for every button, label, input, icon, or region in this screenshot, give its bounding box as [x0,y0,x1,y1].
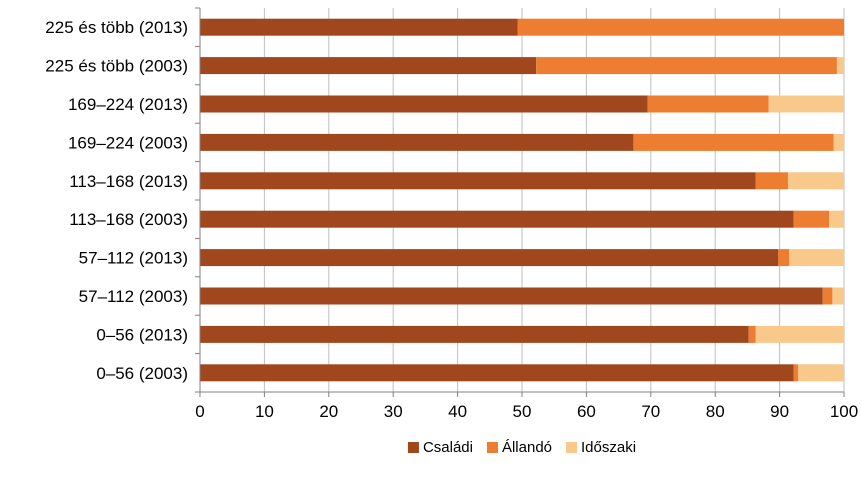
x-tick-label: 0 [195,402,204,421]
bar-segment [200,325,749,343]
legend-label: Családi [423,439,473,456]
bar-segment [793,210,830,228]
bar-segment [832,287,844,305]
x-tick-label: 40 [448,402,467,421]
bar-segment [789,249,844,267]
bar-segment [768,95,844,113]
bar-segment [748,325,756,343]
bar-segment [787,172,844,190]
x-tick-label: 100 [830,402,858,421]
x-tick-label: 10 [255,402,274,421]
x-tick-label: 50 [513,402,532,421]
bar-segment [200,364,794,382]
category-label: 57–112 (2013) [79,249,188,268]
bar-segment [798,364,844,382]
x-tick-label: 20 [319,402,338,421]
bar-segment [200,287,823,305]
x-tick-label: 60 [577,402,596,421]
bar-segment [517,18,844,36]
bar-segment [200,95,648,113]
category-labels: 225 és több (2013) 225 és több (2003) 169–… [45,18,188,383]
bar-segment [755,325,844,343]
bar-segment [833,133,844,151]
category-label: 0–56 (2003) [96,364,188,383]
bar-segment [200,133,634,151]
legend-label: Állandó [502,439,552,456]
bar-segment [778,249,790,267]
bar-segment [200,210,794,228]
category-label: 0–56 (2013) [96,325,188,344]
category-label: 225 és több (2003) [45,57,188,76]
legend-swatch [486,442,498,453]
bar-segment [200,57,537,75]
category-label: 113–168 (2003) [69,210,188,229]
category-label: 169–224 (2013) [68,95,188,114]
bar-segment [200,172,756,190]
category-label: 225 és több (2013) [45,18,188,37]
bar-segment [755,172,788,190]
bar-segment [793,364,799,382]
bar-segment [822,287,833,305]
bar-segment [647,95,769,113]
bar-segment [829,210,844,228]
bar-segment [633,133,834,151]
legend: Családi Állandó Időszaki [407,439,636,456]
legend-swatch [566,442,578,453]
x-tick-label: 30 [384,402,403,421]
axes [195,7,845,397]
category-label: 113–168 (2013) [69,172,188,191]
x-tick-label: 90 [770,402,789,421]
bar-segment [200,18,518,36]
category-label: 169–224 (2003) [68,133,188,152]
bar-segment [536,57,837,75]
x-tick-label: 70 [641,402,660,421]
x-tick-label: 80 [706,402,725,421]
legend-swatch [407,442,419,453]
legend-label: Időszaki [581,439,636,456]
category-label: 57–112 (2003) [79,287,188,306]
bar-segment [836,57,844,75]
bar-segment [200,249,779,267]
x-tick-labels: 0 10 20 30 40 50 60 70 80 90 100 [195,402,858,421]
bars [200,18,844,382]
